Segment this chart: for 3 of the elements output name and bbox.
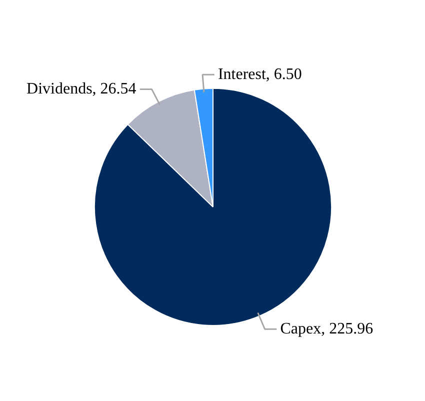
slice-label: Interest, 6.50 (218, 66, 302, 84)
slice-label: Capex, 225.96 (280, 320, 374, 338)
slice-label: Dividends, 26.54 (26, 80, 136, 98)
